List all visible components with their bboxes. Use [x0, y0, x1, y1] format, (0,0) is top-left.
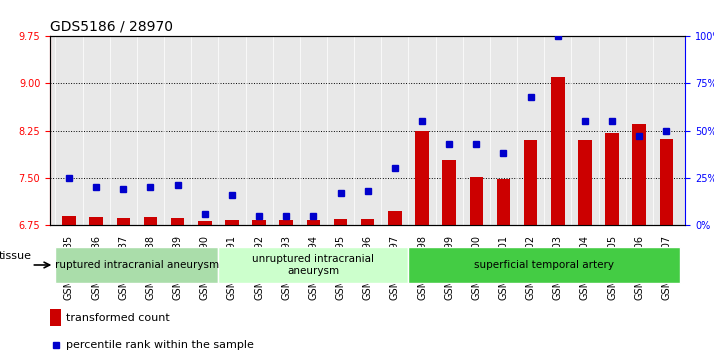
Bar [327, 36, 354, 225]
Bar [164, 36, 191, 225]
Bar [300, 36, 327, 225]
Bar [137, 36, 164, 225]
Bar [171, 217, 184, 225]
Bar [524, 140, 538, 225]
Bar [497, 179, 511, 225]
Bar [625, 36, 653, 225]
Bar [361, 219, 375, 225]
Bar [279, 220, 293, 225]
Bar [62, 216, 76, 225]
Bar [633, 125, 646, 225]
Bar [598, 36, 625, 225]
Text: ruptured intracranial aneurysm: ruptured intracranial aneurysm [55, 260, 219, 270]
Text: superficial temporal artery: superficial temporal artery [474, 260, 614, 270]
Bar [443, 160, 456, 225]
Bar [408, 36, 436, 225]
FancyBboxPatch shape [218, 247, 408, 283]
Bar [571, 36, 598, 225]
Bar [50, 309, 61, 326]
Bar [490, 36, 517, 225]
Bar [517, 36, 544, 225]
Bar [198, 221, 211, 225]
Text: GDS5186 / 28970: GDS5186 / 28970 [50, 20, 173, 34]
Bar [470, 177, 483, 225]
Bar [225, 220, 238, 225]
FancyBboxPatch shape [408, 247, 680, 283]
Bar [191, 36, 218, 225]
Bar [653, 36, 680, 225]
Bar [436, 36, 463, 225]
Bar [218, 36, 246, 225]
Bar [551, 77, 565, 225]
Bar [89, 217, 103, 225]
Bar [144, 217, 157, 225]
Bar [463, 36, 490, 225]
Bar [116, 217, 130, 225]
Bar [246, 36, 273, 225]
Bar [83, 36, 110, 225]
Text: unruptured intracranial
aneurysm: unruptured intracranial aneurysm [252, 254, 374, 276]
FancyBboxPatch shape [56, 247, 218, 283]
Text: tissue: tissue [0, 251, 31, 261]
Text: percentile rank within the sample: percentile rank within the sample [66, 340, 253, 350]
Bar [306, 220, 320, 225]
Bar [605, 132, 619, 225]
Bar [333, 219, 347, 225]
Bar [354, 36, 381, 225]
Bar [273, 36, 300, 225]
Bar [416, 131, 429, 225]
Bar [381, 36, 408, 225]
Bar [578, 140, 592, 225]
Bar [660, 139, 673, 225]
Bar [544, 36, 571, 225]
Bar [110, 36, 137, 225]
Bar [56, 36, 83, 225]
Text: transformed count: transformed count [66, 313, 170, 323]
Bar [388, 211, 402, 225]
Bar [252, 220, 266, 225]
